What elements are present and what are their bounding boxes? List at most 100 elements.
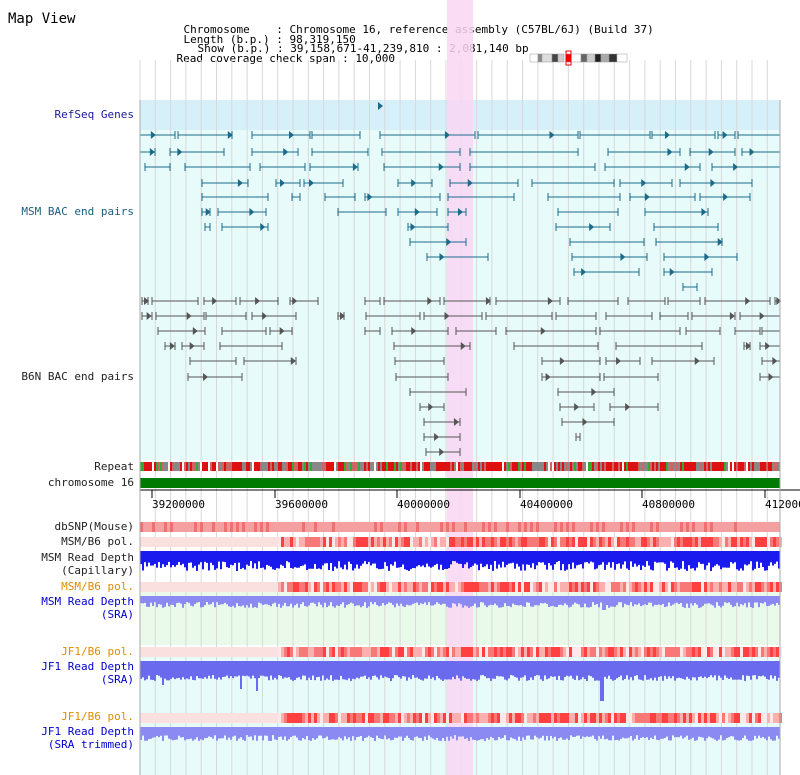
- jf1-b6-polymorphism: [440, 647, 443, 657]
- msm-capillary-depth-bar: [706, 551, 708, 566]
- bac-end-pair: [289, 131, 295, 139]
- msm-capillary-depth-bar: [700, 551, 702, 564]
- b6n-bac-end-pair: [625, 403, 631, 411]
- msm-capillary-depth-bar: [772, 551, 774, 566]
- jf1-trimmed-depth-bar: [614, 727, 616, 741]
- repeat-segment: [354, 462, 356, 471]
- jf1-b6-polymorphism: [377, 647, 380, 657]
- msm-b6-polymorphism: [650, 582, 653, 592]
- msm-capillary-depth-bar: [304, 551, 306, 565]
- msm-capillary-depth-bar: [590, 551, 592, 562]
- jf1-trimmed-depth-bar: [524, 727, 526, 740]
- jf1-trimmed-depth-bar: [482, 727, 484, 740]
- repeat-segment: [742, 462, 744, 471]
- jf1-sra-depth-bar: [350, 661, 352, 681]
- msm-capillary-depth-bar: [284, 551, 286, 568]
- msm-b6-polymorphism: [422, 537, 425, 547]
- jf1-sra-depth-bar: [666, 661, 668, 679]
- msm-sra-depth-bar: [540, 596, 542, 604]
- msm-sra-depth-bar: [238, 596, 240, 606]
- jf1-trimmed-depth-bar: [210, 727, 212, 738]
- repeat-segment: [522, 462, 524, 471]
- jf1-b6-polymorphism: [524, 647, 527, 657]
- msm-b6-polymorphism: [206, 537, 209, 547]
- jf1-b6-polymorphism: [548, 647, 551, 657]
- jf1-trimmed-depth-bar: [546, 727, 548, 736]
- repeat-segment: [454, 462, 456, 471]
- jf1-b6-polymorphism: [152, 647, 155, 657]
- jf1-b6-polymorphism: [287, 713, 290, 723]
- jf1-sra-depth-bar: [314, 661, 316, 681]
- repeat-segment: [234, 462, 236, 471]
- jf1-sra-depth-bar: [438, 661, 440, 679]
- jf1-sra-depth-bar: [218, 661, 220, 678]
- msm-b6-polymorphism: [275, 582, 278, 592]
- msm-sra-depth-bar: [252, 596, 254, 608]
- jf1-b6-polymorphism: [311, 647, 314, 657]
- jf1-trimmed-depth-bar: [418, 727, 420, 738]
- msm-sra-depth-bar: [318, 596, 320, 603]
- jf1-sra-depth-bar: [256, 661, 258, 691]
- jf1-b6-polymorphism: [614, 647, 617, 657]
- repeat-segment: [766, 462, 768, 471]
- jf1-b6-polymorphism: [431, 647, 434, 657]
- jf1-b6-polymorphism: [254, 647, 257, 657]
- repeat-segment: [434, 462, 436, 471]
- msm-b6-polymorphism: [458, 582, 461, 592]
- dbsnp-segment: [464, 522, 467, 532]
- jf1-b6-polymorphism: [212, 713, 215, 723]
- jf1-sra-depth-bar: [180, 661, 182, 680]
- msm-b6-polymorphism: [305, 582, 308, 592]
- msm-capillary-depth-bar: [248, 551, 250, 566]
- msm-b6-polymorphism: [203, 537, 206, 547]
- b6n-bac-end-pair: [545, 373, 551, 381]
- jf1-b6-polymorphism: [623, 713, 626, 723]
- jf1-trimmed-depth-bar: [742, 727, 744, 739]
- repeat-segment: [342, 462, 344, 471]
- msm-b6-polymorphism: [509, 537, 512, 547]
- jf1-trimmed-depth-bar: [694, 727, 696, 741]
- repeat-segment: [712, 462, 714, 471]
- msm-capillary-depth-bar: [478, 551, 480, 571]
- msm-capillary-depth-bar: [500, 551, 502, 568]
- jf1-sra-depth-bar: [292, 661, 294, 681]
- repeat-segment: [654, 462, 656, 471]
- jf1-trimmed-depth-bar: [282, 727, 284, 740]
- jf1-b6-polymorphism: [716, 713, 719, 723]
- jf1-sra-depth-bar: [178, 661, 180, 678]
- jf1-b6-polymorphism: [641, 647, 644, 657]
- jf1-trimmed-depth-bar: [184, 727, 186, 741]
- jf1-trimmed-depth-bar: [618, 727, 620, 741]
- msm-capillary-depth-bar: [660, 551, 662, 563]
- jf1-trimmed-depth-bar: [732, 727, 734, 737]
- msm-capillary-depth-bar: [668, 551, 670, 568]
- msm-b6-polymorphism: [512, 582, 515, 592]
- msm-b6-polymorphism: [659, 537, 662, 547]
- msm-b6-polymorphism: [395, 582, 398, 592]
- jf1-sra-depth-bar: [404, 661, 406, 677]
- msm-b6-polymorphism: [539, 582, 542, 592]
- jf1-trimmed-depth-bar: [172, 727, 174, 741]
- msm-capillary-depth-bar: [634, 551, 636, 564]
- msm-capillary-depth-bar: [512, 551, 514, 563]
- jf1-sra-depth-bar: [644, 661, 646, 676]
- jf1-b6-polymorphism: [707, 647, 710, 657]
- jf1-trimmed-depth-bar: [692, 727, 694, 738]
- jf1-b6-polymorphism: [677, 647, 680, 657]
- repeat-segment: [286, 462, 288, 471]
- dbsnp-segment: [524, 522, 527, 532]
- msm-b6-polymorphism: [590, 537, 593, 547]
- msm-capillary-depth-bar: [434, 551, 436, 566]
- msm-b6-polymorphism: [665, 582, 668, 592]
- msm-sra-depth-bar: [294, 596, 296, 606]
- jf1-b6-polymorphism: [761, 713, 764, 723]
- msm-capillary-depth-bar: [628, 551, 630, 570]
- msm-capillary-depth-bar: [240, 551, 242, 569]
- msm-capillary-depth-bar: [710, 551, 712, 571]
- msm-b6-polymorphism: [170, 582, 173, 592]
- jf1-sra-depth-bar: [486, 661, 488, 679]
- bac-end-pair: [644, 193, 650, 201]
- msm-b6-polymorphism: [626, 582, 629, 592]
- jf1-b6-polymorphism: [587, 647, 590, 657]
